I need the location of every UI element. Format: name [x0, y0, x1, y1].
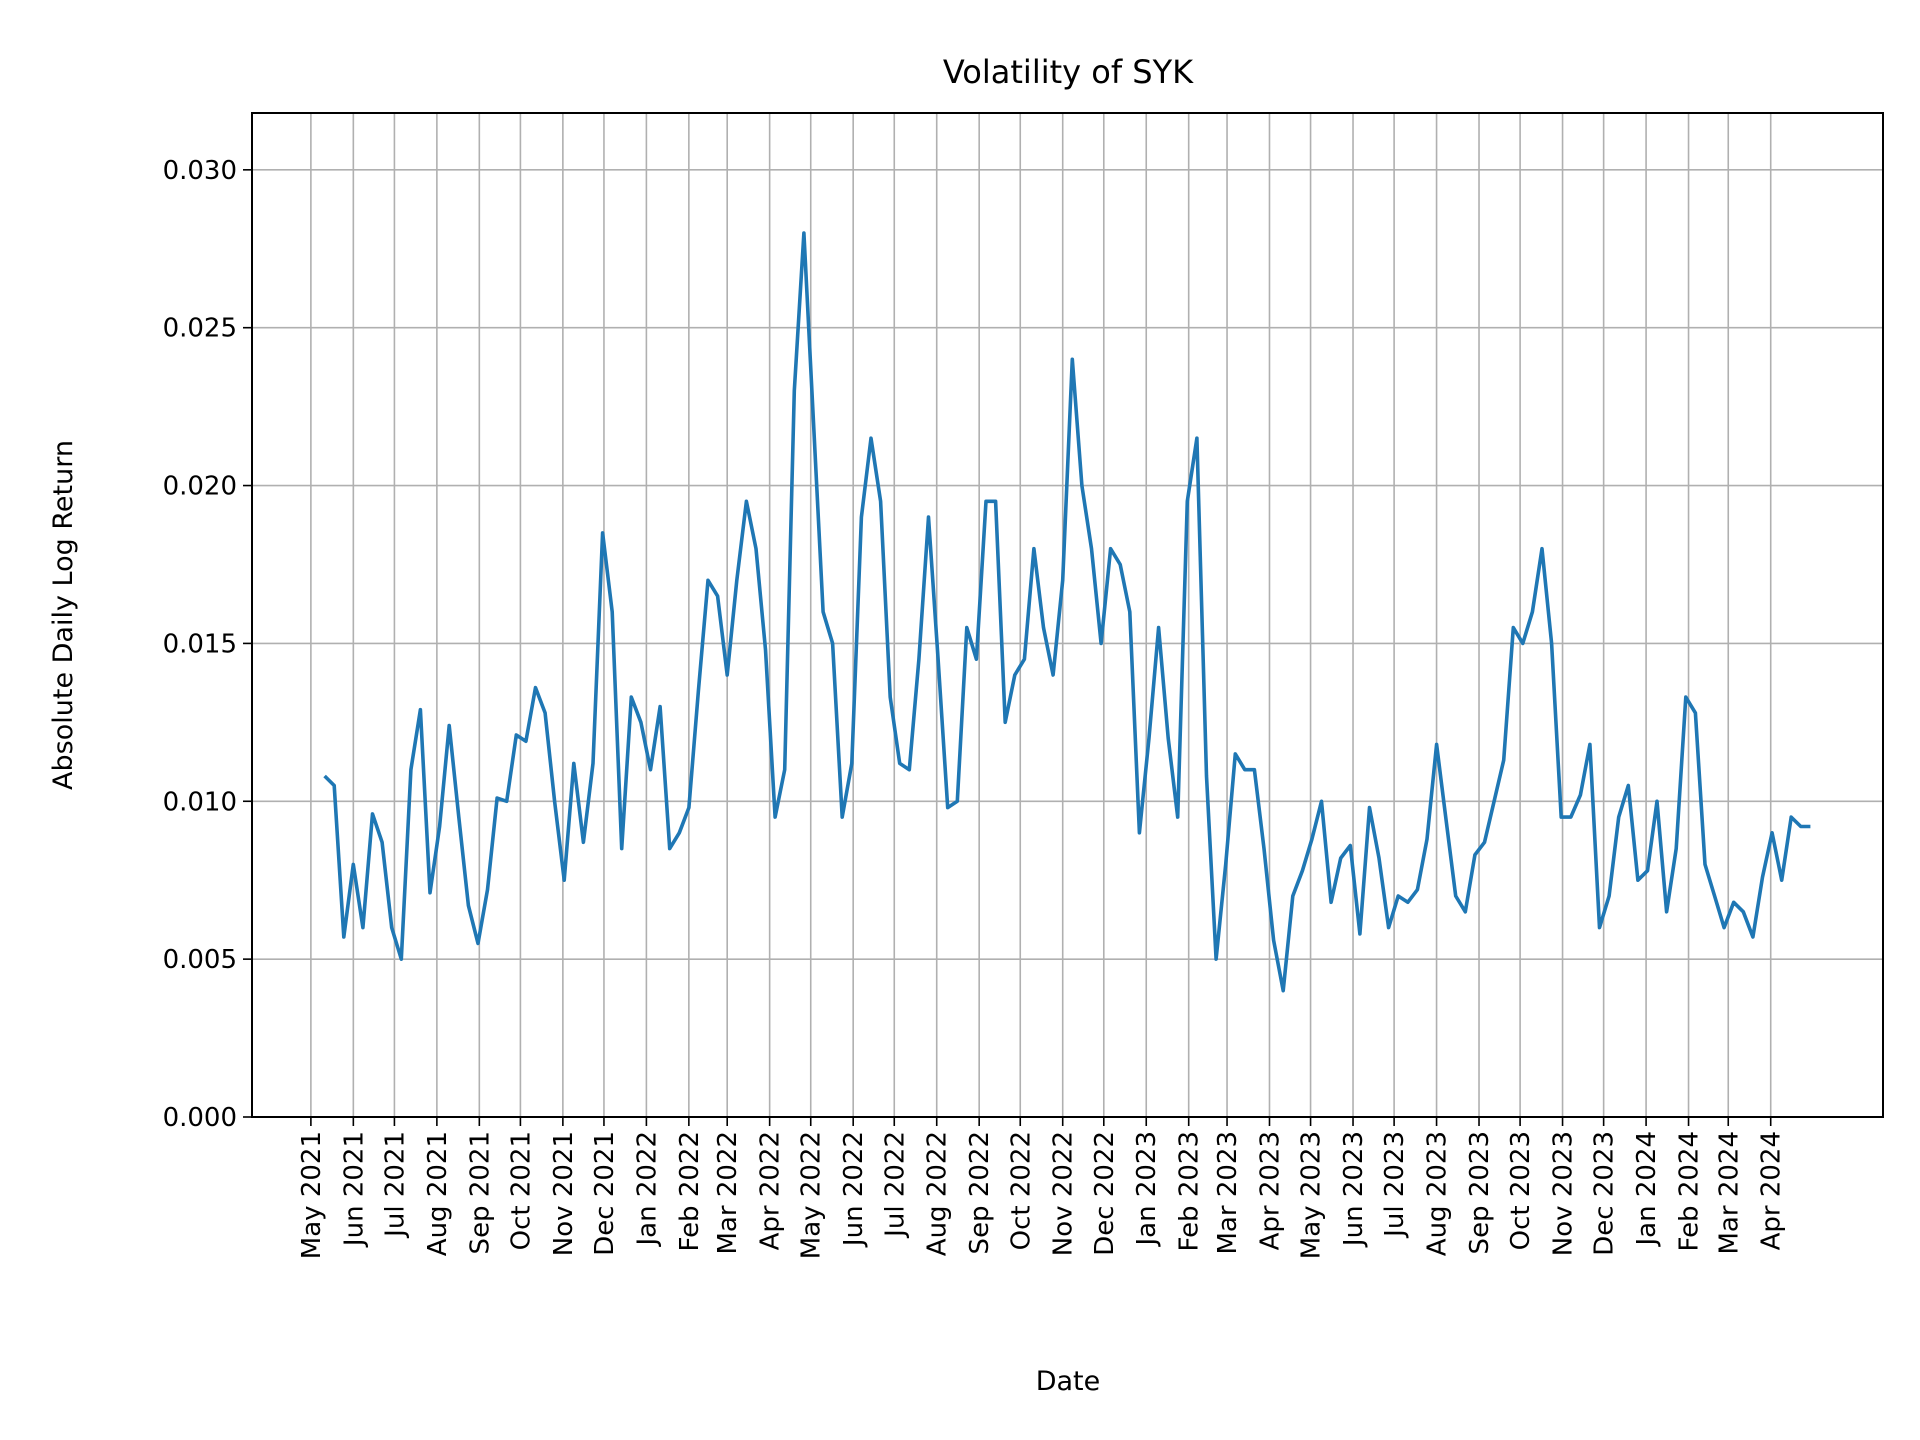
y-tick-label: 0.010: [163, 787, 237, 817]
x-tick-label: Sep 2021: [465, 1131, 495, 1254]
volatility-line: [323, 231, 1811, 993]
x-tick-label: Nov 2022: [1049, 1131, 1079, 1256]
x-tick-label: Jul 2021: [380, 1131, 410, 1239]
y-tick-label: 0.030: [163, 156, 237, 186]
x-tick-label: Jul 2022: [880, 1131, 910, 1239]
x-tick-label: Aug 2021: [423, 1131, 453, 1256]
x-tick-label: Nov 2023: [1549, 1131, 1579, 1256]
x-tick-label: Dec 2022: [1090, 1131, 1120, 1256]
plot-frame: [251, 112, 1884, 1118]
x-tick-label: Mar 2022: [713, 1131, 743, 1255]
x-tick-label: May 2021: [297, 1131, 327, 1259]
x-tick-label: Jun 2023: [1339, 1131, 1369, 1248]
chart-title: Volatility of SYK: [943, 53, 1194, 91]
y-tick-label: 0.025: [163, 314, 237, 344]
x-tick-label: Mar 2024: [1714, 1131, 1744, 1255]
x-tick-label: Feb 2023: [1175, 1131, 1205, 1251]
x-tick-label: Sep 2023: [1465, 1131, 1495, 1254]
x-tick-label: Aug 2022: [923, 1131, 953, 1256]
x-tick-label: May 2022: [797, 1131, 827, 1259]
x-tick-label: Oct 2023: [1506, 1131, 1536, 1250]
x-tick-label: Apr 2024: [1757, 1131, 1787, 1250]
x-tick-label: Aug 2023: [1423, 1131, 1453, 1256]
x-tick-label: Feb 2022: [675, 1131, 705, 1251]
x-tick-label: Jul 2023: [1380, 1131, 1410, 1239]
x-tick-label: Jan 2024: [1632, 1131, 1662, 1248]
x-tick-label: Jan 2023: [1132, 1131, 1162, 1248]
x-tick-label: Mar 2023: [1213, 1131, 1243, 1255]
x-tick-label: Jun 2022: [839, 1131, 869, 1248]
x-tick-label: Jun 2021: [339, 1131, 369, 1248]
x-tick-label: Dec 2021: [590, 1131, 620, 1256]
y-tick-label: 0.020: [163, 472, 237, 502]
x-tick-label: Apr 2023: [1255, 1131, 1285, 1250]
x-tick-label: Sep 2022: [965, 1131, 995, 1254]
y-axis-label: Absolute Daily Log Return: [48, 440, 79, 790]
x-tick-label: Jan 2022: [632, 1131, 662, 1248]
series-layer: [323, 231, 1811, 993]
x-tick-label: Oct 2021: [506, 1131, 536, 1250]
x-tick-label: Nov 2021: [549, 1131, 579, 1256]
x-tick-label: May 2023: [1297, 1131, 1327, 1259]
y-tick-label: 0.005: [163, 945, 237, 975]
x-tick-label: Apr 2022: [756, 1131, 786, 1250]
grid: [252, 113, 1883, 1118]
x-tick-label: Oct 2022: [1006, 1131, 1036, 1250]
y-tick-label: 0.015: [163, 629, 237, 659]
ticks: May 2021 Jun 2021 Jul 2021 Aug 2021 Sep 2021…: [163, 156, 1787, 1259]
x-tick-label: Dec 2023: [1590, 1131, 1620, 1256]
x-axis-label: Date: [1036, 1366, 1101, 1397]
y-tick-label: 0.000: [163, 1103, 237, 1133]
x-tick-label: Feb 2024: [1675, 1131, 1705, 1251]
